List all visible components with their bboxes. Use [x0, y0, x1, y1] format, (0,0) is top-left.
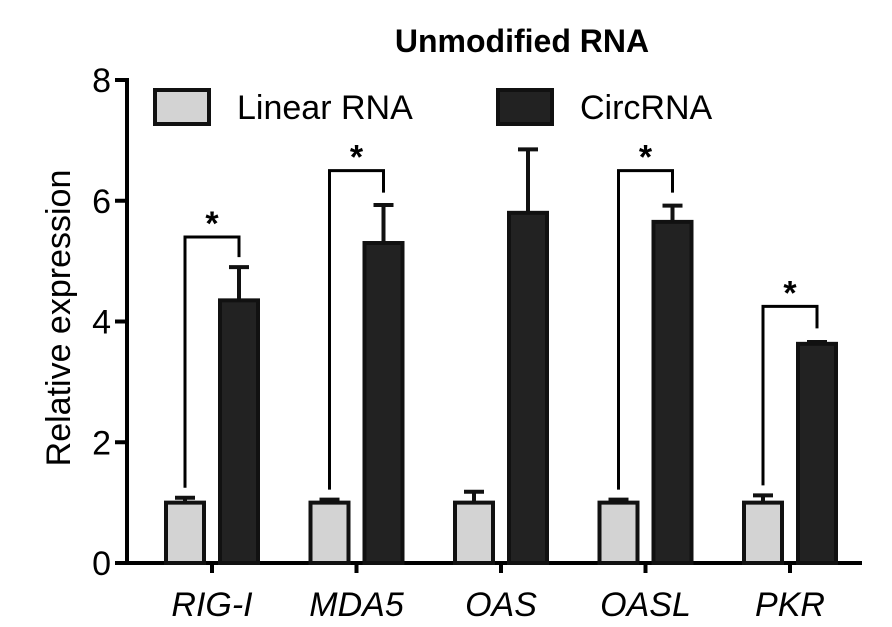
x-tick-label: OASL [600, 586, 691, 624]
y-axis-title: Relative expression [40, 170, 78, 467]
bar [796, 341, 838, 565]
x-tick-label: RIG-I [171, 586, 253, 624]
plot-area: 0 2 4 6 8 RIG-I MDA5 OAS OASL PKR * * * * Linear RNA Ci… [92, 62, 862, 624]
bar [362, 241, 405, 565]
y-tick-label: 2 [92, 424, 111, 462]
legend-swatch [496, 88, 554, 126]
y-tick-label: 8 [92, 62, 111, 100]
y-tick-label: 6 [92, 183, 111, 221]
bar [164, 500, 206, 565]
bar [597, 500, 640, 565]
x-tick-label: PKR [755, 586, 825, 624]
significance-star: * [205, 205, 219, 243]
bar [308, 500, 351, 565]
bar [507, 210, 549, 565]
x-tick-label: MDA5 [309, 586, 404, 624]
y-tick-label: 4 [92, 304, 111, 342]
significance-star: * [350, 139, 364, 177]
legend-label: CircRNA [580, 89, 713, 127]
legend-label: Linear RNA [237, 89, 413, 127]
significance-bracket [183, 235, 241, 488]
bar [651, 219, 694, 565]
legend-swatch [153, 88, 211, 126]
y-tick-label: 0 [92, 545, 111, 583]
significance-star: * [783, 274, 797, 312]
significance-bracket [617, 169, 674, 490]
bar [453, 500, 495, 565]
bar [218, 298, 260, 565]
significance-star: * [639, 139, 653, 177]
x-tick-label: OAS [465, 586, 537, 624]
bar [742, 500, 784, 565]
significance-bracket [761, 304, 819, 486]
significance-bracket [328, 169, 385, 490]
chart-title: Unmodified RNA [395, 23, 649, 59]
